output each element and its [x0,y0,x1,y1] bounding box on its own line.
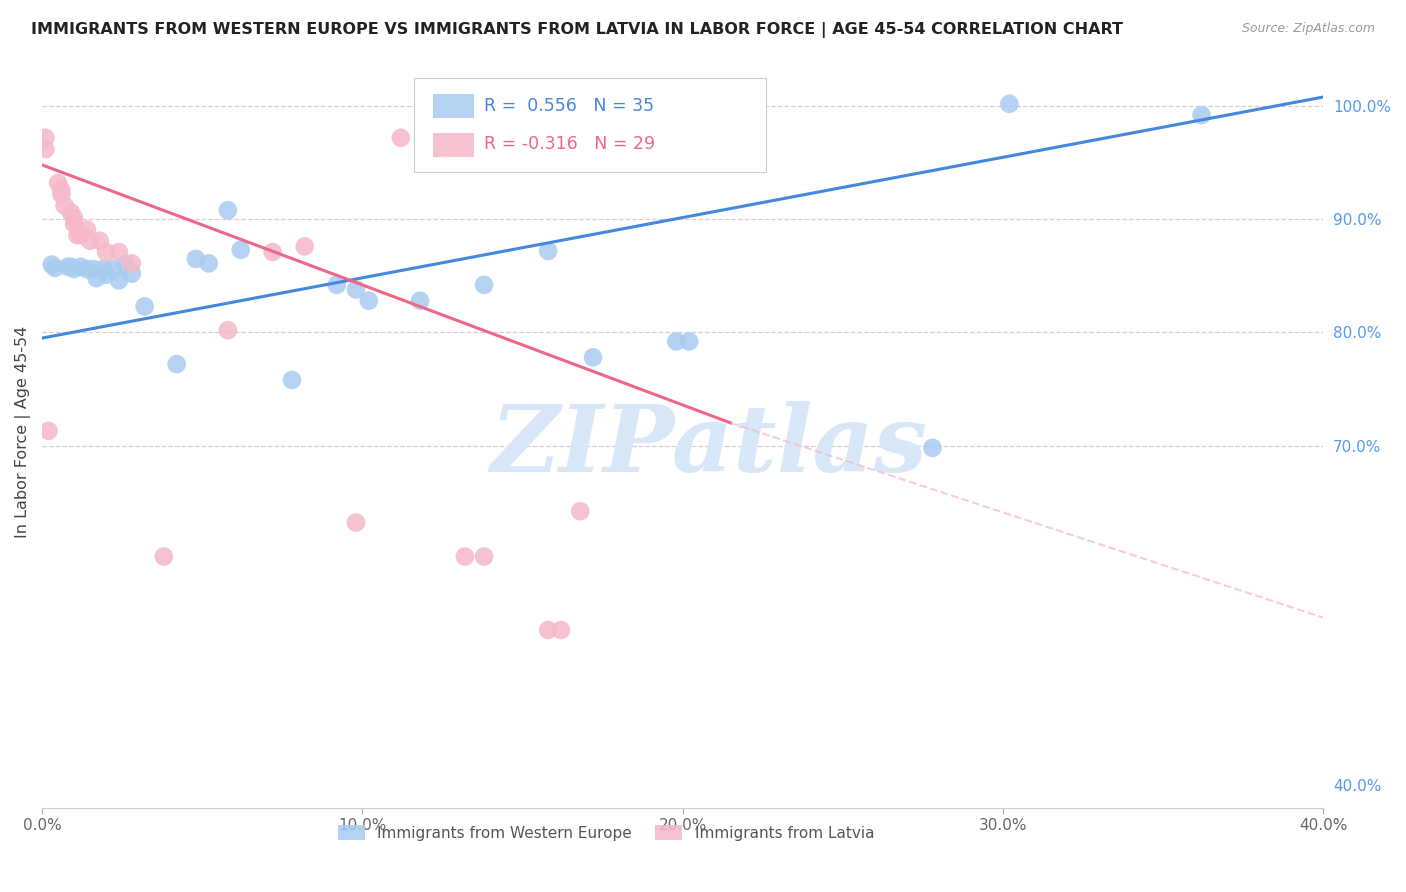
Point [197,256,219,270]
Point [56,260,79,274]
Point [326,277,349,292]
Point [262,245,284,260]
Y-axis label: In Labor Force | Age 45-54: In Labor Force | Age 45-54 [15,326,31,538]
Point [89,234,111,248]
Point [166,357,188,371]
Point [344,282,367,296]
Point [357,293,380,308]
Text: Source: ZipAtlas.com: Source: ZipAtlas.com [1241,22,1375,36]
Point [472,277,495,292]
Point [34,142,56,156]
Point [53,199,76,213]
Point [86,271,108,285]
Point [294,239,316,253]
Point [121,267,143,281]
Point [82,262,104,277]
Point [96,268,118,282]
Point [108,245,131,260]
Point [69,228,91,243]
FancyBboxPatch shape [433,133,474,157]
Point [108,273,131,287]
Point [44,260,66,275]
Point [51,187,73,202]
Point [69,260,91,274]
Point [91,262,114,277]
Point [46,176,69,190]
FancyBboxPatch shape [433,94,474,118]
Point [76,262,98,277]
Point [537,623,560,637]
Point [153,549,176,564]
Text: IMMIGRANTS FROM WESTERN EUROPE VS IMMIGRANTS FROM LATVIA IN LABOR FORCE | AGE 45: IMMIGRANTS FROM WESTERN EUROPE VS IMMIGR… [31,22,1123,38]
Point [41,258,63,272]
Text: ZIPatlas: ZIPatlas [489,401,927,491]
Point [76,222,98,236]
Point [121,256,143,270]
Point [281,373,304,387]
Point [1191,108,1213,122]
Point [517,147,540,161]
Point [582,351,605,365]
Point [472,549,495,564]
Point [454,549,477,564]
Point [998,96,1021,111]
Point [344,516,367,530]
Point [51,183,73,197]
Point [184,252,207,266]
Point [217,203,239,218]
Text: R = -0.316   N = 29: R = -0.316 N = 29 [484,135,655,153]
Point [101,262,124,277]
Legend: Immigrants from Western Europe, Immigrants from Latvia: Immigrants from Western Europe, Immigran… [333,820,879,846]
Point [550,623,572,637]
Point [678,334,700,349]
Point [66,228,89,243]
Point [537,244,560,258]
Point [59,205,82,219]
Point [114,258,136,272]
Point [569,504,592,518]
Point [96,245,118,260]
Point [59,260,82,274]
Point [63,211,86,226]
Point [63,217,86,231]
Point [38,424,60,438]
Point [79,234,101,248]
Point [217,323,239,337]
Text: R =  0.556   N = 35: R = 0.556 N = 35 [484,96,654,114]
Point [921,441,943,455]
Point [389,130,412,145]
Point [63,262,86,277]
Point [665,334,688,349]
FancyBboxPatch shape [413,78,766,172]
Point [34,130,56,145]
Point [229,243,252,257]
Point [409,293,432,308]
Point [134,299,156,313]
